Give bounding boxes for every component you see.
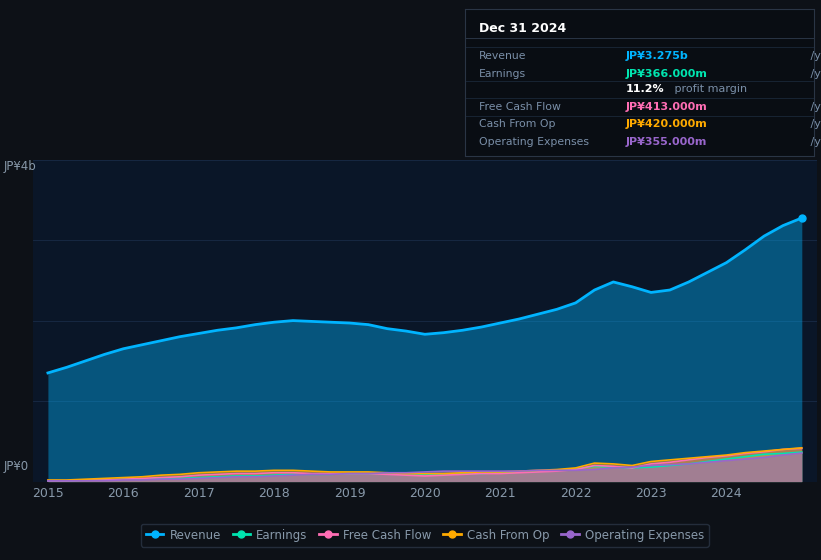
Text: Dec 31 2024: Dec 31 2024	[479, 22, 566, 35]
Text: JP¥355.000m: JP¥355.000m	[626, 137, 707, 147]
Text: JP¥3.275b: JP¥3.275b	[626, 51, 688, 61]
Text: JP¥4b: JP¥4b	[4, 160, 37, 172]
Text: /yr: /yr	[806, 119, 821, 129]
Text: JP¥0: JP¥0	[4, 460, 30, 473]
Text: /yr: /yr	[806, 101, 821, 111]
Text: JP¥420.000m: JP¥420.000m	[626, 119, 707, 129]
Text: Revenue: Revenue	[479, 51, 526, 61]
Text: /yr: /yr	[806, 68, 821, 78]
Legend: Revenue, Earnings, Free Cash Flow, Cash From Op, Operating Expenses: Revenue, Earnings, Free Cash Flow, Cash …	[141, 524, 709, 547]
Text: /yr: /yr	[806, 51, 821, 61]
Text: JP¥413.000m: JP¥413.000m	[626, 101, 707, 111]
Text: /yr: /yr	[806, 137, 821, 147]
Text: profit margin: profit margin	[671, 84, 746, 94]
Text: Earnings: Earnings	[479, 68, 525, 78]
Text: 11.2%: 11.2%	[626, 84, 664, 94]
Text: JP¥366.000m: JP¥366.000m	[626, 68, 707, 78]
Text: Cash From Op: Cash From Op	[479, 119, 555, 129]
Text: Free Cash Flow: Free Cash Flow	[479, 101, 561, 111]
Text: Operating Expenses: Operating Expenses	[479, 137, 589, 147]
